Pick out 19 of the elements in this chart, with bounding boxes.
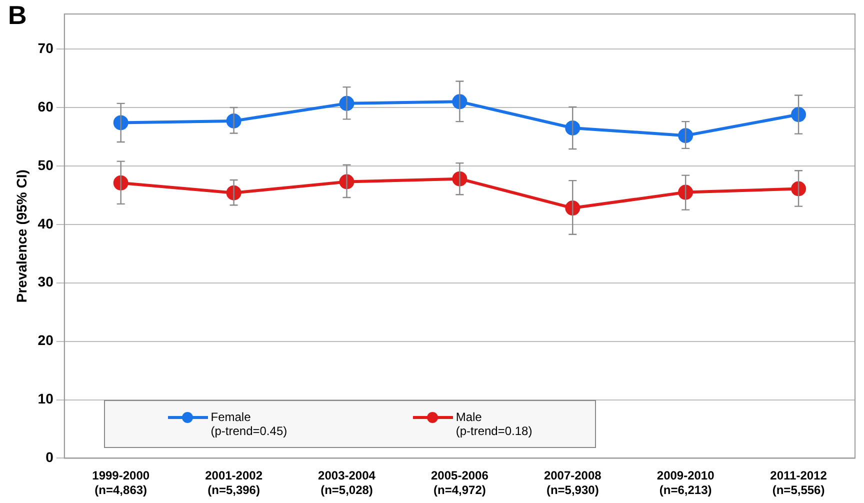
x-tick-label: 2007-2008 (n=5,930)	[544, 468, 602, 498]
x-tick-label: 2003-2004 (n=5,028)	[318, 468, 376, 498]
y-tick-label: 30	[38, 274, 54, 290]
x-tick-label: 2005-2006 (n=4,972)	[430, 468, 489, 498]
x-tick-label: 2009-2010 (n=6,213)	[656, 468, 715, 498]
y-tick-label: 0	[46, 449, 54, 466]
legend-label: Male (p-trend=0.18)	[456, 410, 532, 438]
x-tick-label: 1999-2000 (n=4,863)	[92, 468, 150, 498]
y-tick-label: 40	[38, 215, 54, 232]
chart-title: B	[8, 0, 27, 31]
x-tick-label: 2011-2012 (n=5,556)	[770, 468, 828, 498]
y-tick-label: 50	[38, 156, 54, 173]
x-tick-label: 2001-2002 (n=5,396)	[205, 468, 263, 498]
y-axis-title: Prevalence (95% CI)	[13, 170, 30, 303]
y-tick-label: 10	[38, 390, 54, 407]
y-tick-label: 70	[38, 40, 54, 56]
y-tick-label: 60	[38, 98, 54, 114]
legend-label: Female (p-trend=0.45)	[210, 410, 288, 438]
y-tick-label: 20	[38, 332, 54, 348]
